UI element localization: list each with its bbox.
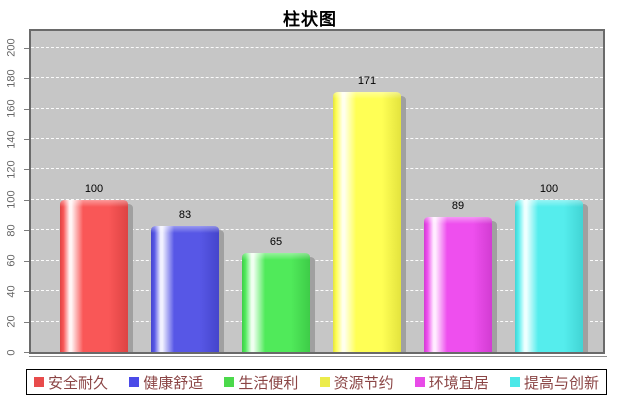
gridline-120 <box>31 168 603 170</box>
gridline-180 <box>31 77 603 79</box>
bar-value-label: 83 <box>178 208 192 221</box>
legend-swatch-icon <box>224 377 235 387</box>
legend-label: 环境宜居 <box>428 374 489 392</box>
y-tick-label-20: 20 <box>5 315 18 328</box>
legend-item-提高与创新: 提高与创新 <box>509 372 599 393</box>
bar-value-label: 89 <box>451 199 465 212</box>
legend-swatch-icon <box>509 377 520 387</box>
y-tick-mark-160 <box>24 108 29 110</box>
chart-title: 柱状图 <box>283 10 337 29</box>
legend-item-生活便利: 生活便利 <box>224 372 298 393</box>
bar-value-label: 100 <box>539 182 559 195</box>
gridline-140 <box>31 138 603 140</box>
y-tick-mark-140 <box>24 139 29 140</box>
y-tick-mark-80 <box>24 230 29 232</box>
y-tick-label-120: 120 <box>5 160 18 179</box>
y-tick-mark-100 <box>24 199 29 201</box>
y-tick-mark-120 <box>24 169 29 171</box>
y-tick-label-140: 140 <box>5 129 18 149</box>
y-tick-mark-40 <box>24 291 29 293</box>
bar-value-label: 100 <box>84 182 104 195</box>
legend-item-环境宜居: 环境宜居 <box>414 372 489 393</box>
legend-swatch-icon <box>34 377 44 387</box>
legend-item-健康舒适: 健康舒适 <box>129 372 203 393</box>
y-tick-label-180: 180 <box>5 68 18 88</box>
bar-环境宜居: 89 <box>424 200 492 352</box>
y-tick-label-160: 160 <box>5 99 18 118</box>
y-tick-mark-20 <box>24 321 29 323</box>
legend-label: 健康舒适 <box>143 374 204 392</box>
bar-value-label: 171 <box>357 74 377 87</box>
gridline-40 <box>31 290 603 292</box>
legend-swatch-icon <box>414 377 425 387</box>
legend-label: 安全耐久 <box>48 374 109 392</box>
bar-value-label: 65 <box>269 236 283 249</box>
plot-area: 100 83 65 171 89 100 <box>29 29 605 354</box>
y-tick-label-40: 40 <box>5 285 18 298</box>
legend-item-安全耐久: 安全耐久 <box>34 372 108 393</box>
y-tick-label-80: 80 <box>5 224 18 237</box>
bar-生活便利: 65 <box>242 236 310 352</box>
legend-label: 生活便利 <box>238 374 299 392</box>
y-tick-mark-0 <box>24 352 29 353</box>
gridline-80 <box>31 229 603 231</box>
x-axis-line <box>29 356 607 357</box>
legend-item-资源节约: 资源节约 <box>319 372 394 393</box>
y-tick-mark-180 <box>24 78 29 80</box>
bar-健康舒适: 83 <box>151 209 219 352</box>
legend: 安全耐久 健康舒适 生活便利 资源节约 环境宜居 提高与创新 <box>26 369 607 395</box>
legend-swatch-icon <box>129 377 140 387</box>
y-tick-label-60: 60 <box>5 254 18 267</box>
legend-label: 资源节约 <box>333 374 394 392</box>
y-tick-label-0: 0 <box>5 348 18 356</box>
gridline-60 <box>31 259 603 261</box>
gridline-20 <box>31 320 603 322</box>
bar-提高与创新: 100 <box>515 183 583 352</box>
y-tick-label-100: 100 <box>5 190 18 210</box>
y-tick-label-200: 200 <box>5 38 18 57</box>
gridline-200 <box>31 46 603 48</box>
legend-swatch-icon <box>319 377 330 387</box>
gridline-100 <box>31 198 603 200</box>
legend-label: 提高与创新 <box>523 374 599 392</box>
gridline-160 <box>31 107 603 109</box>
y-tick-mark-60 <box>24 260 29 262</box>
y-tick-mark-200 <box>24 47 29 49</box>
bar-资源节约: 171 <box>333 75 401 352</box>
bar-安全耐久: 100 <box>60 183 128 352</box>
